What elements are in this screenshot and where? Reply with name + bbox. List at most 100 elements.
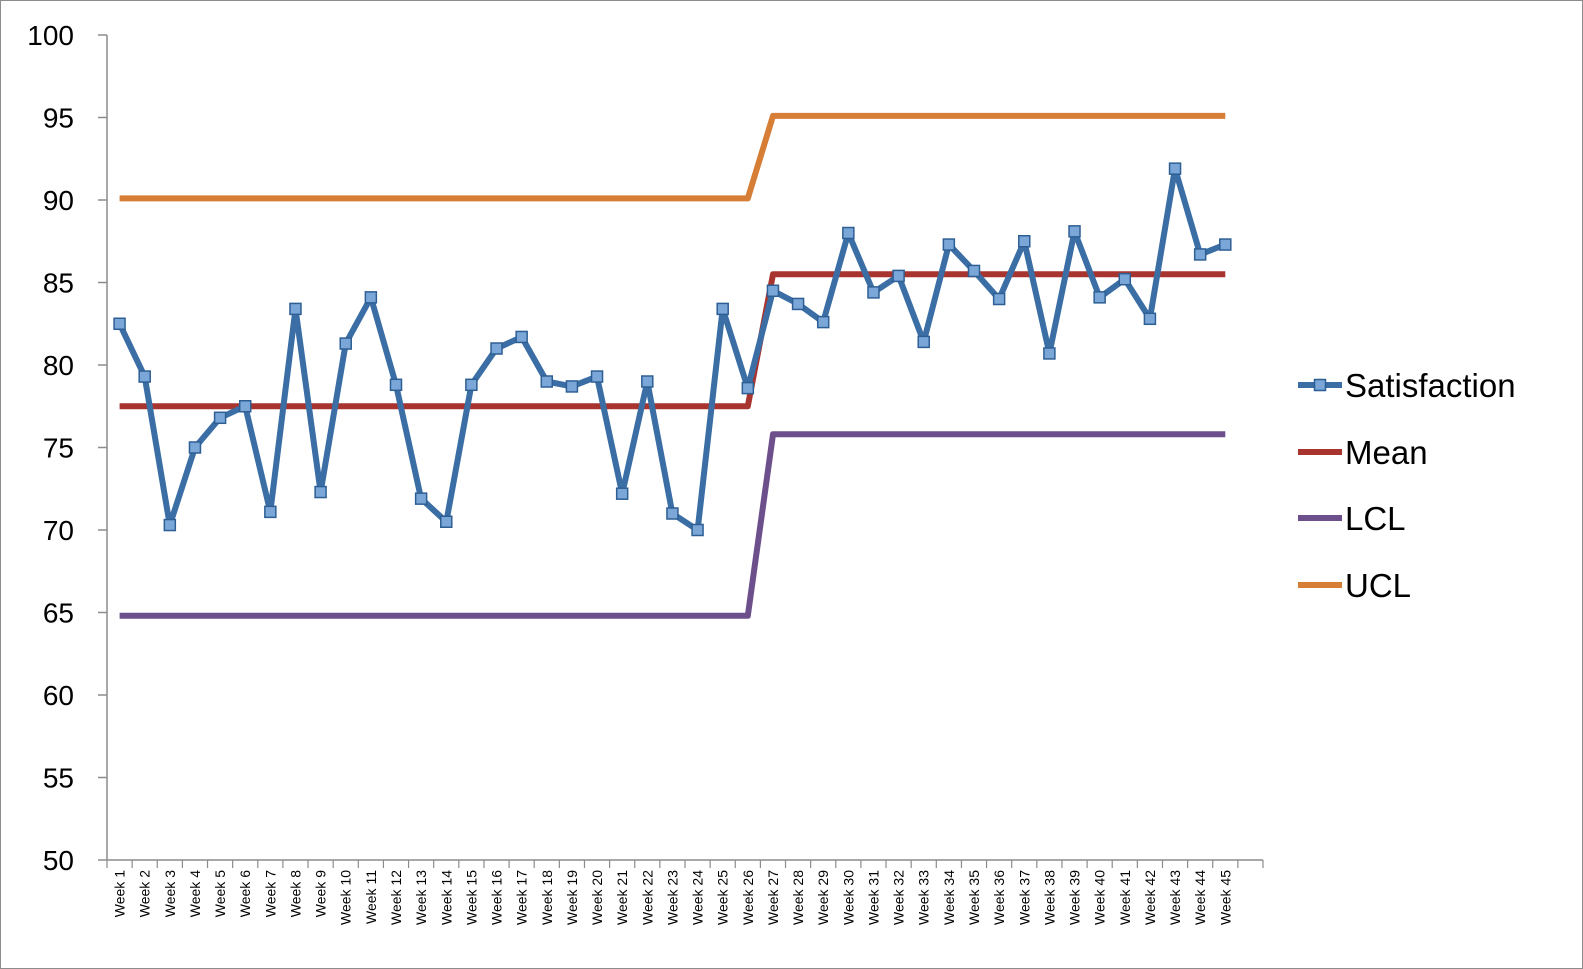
x-tick-label: Week 1: [112, 870, 128, 917]
data-point-satisfaction: [314, 485, 327, 499]
x-tick-label: Week 42: [1142, 870, 1158, 925]
data-point-satisfaction: [766, 284, 780, 297]
data-point-satisfaction: [1093, 291, 1106, 304]
y-tick-label: 55: [43, 763, 74, 794]
x-tick-label: Week 13: [413, 870, 429, 925]
y-tick-label: 50: [43, 845, 74, 876]
data-point-satisfaction: [590, 370, 604, 383]
data-point-satisfaction: [791, 297, 805, 311]
x-tick-label: Week 29: [815, 870, 831, 925]
x-tick-label: Week 7: [262, 870, 278, 917]
data-point-satisfaction: [892, 269, 905, 283]
x-tick-label: Week 15: [463, 870, 479, 925]
data-point-satisfaction: [1219, 238, 1232, 251]
data-point-satisfaction: [666, 507, 679, 520]
x-tick-label: Week 37: [1016, 870, 1032, 925]
legend: Satisfaction Mean LCL UCL: [1298, 367, 1516, 604]
legend-label-ucl: UCL: [1345, 567, 1411, 604]
x-tick-label: Week 45: [1217, 870, 1233, 925]
y-tick-label: 60: [43, 680, 74, 711]
data-point-satisfaction: [842, 226, 855, 240]
y-tick-label: 85: [43, 268, 74, 299]
data-point-satisfaction: [138, 370, 151, 383]
x-tick-label: Week 27: [765, 870, 781, 925]
series-layer: [113, 112, 1232, 619]
data-point-satisfaction: [1143, 312, 1157, 326]
data-point-satisfaction: [615, 487, 629, 500]
data-point-satisfaction: [1168, 162, 1182, 175]
x-tick-label: Week 2: [137, 870, 153, 917]
x-tick-label: Week 30: [840, 870, 856, 925]
legend-label-satisfaction: Satisfaction: [1345, 367, 1516, 404]
x-tick-label: Week 25: [715, 870, 731, 925]
x-tick-label: Week 6: [237, 870, 253, 917]
x-tick-label: Week 20: [589, 870, 605, 925]
x-tick-label: Week 12: [388, 870, 404, 925]
data-point-satisfaction: [741, 381, 755, 395]
axes: [98, 34, 1264, 868]
series-line-satisfaction: [116, 165, 1227, 533]
data-point-satisfaction: [264, 505, 277, 519]
data-point-satisfaction: [414, 492, 428, 505]
x-tick-label: Week 38: [1041, 870, 1057, 925]
y-tick-label: 65: [43, 598, 74, 629]
data-point-satisfaction: [188, 441, 202, 454]
data-point-satisfaction: [641, 375, 654, 388]
series-line-lcl: [119, 431, 1226, 619]
x-tick-labels: Week 1 Week 2 Week 3 Week 4 Week 5 Week 6 Week…: [112, 870, 1234, 925]
x-tick-label: Week 11: [363, 870, 379, 924]
x-tick-label: Week 23: [664, 870, 680, 925]
x-tick-label: Week 5: [212, 870, 228, 917]
y-tick-label: 80: [43, 350, 74, 381]
x-tick-label: Week 32: [891, 870, 907, 925]
x-tick-label: Week 8: [287, 870, 303, 917]
y-tick-label: 95: [43, 103, 74, 134]
legend-label-lcl: LCL: [1345, 500, 1406, 537]
data-point-satisfaction: [465, 378, 478, 392]
x-tick-label: Week 9: [313, 870, 329, 917]
x-tick-label: Week 26: [740, 870, 756, 925]
x-tick-label: Week 44: [1192, 870, 1208, 925]
data-point-satisfaction: [490, 342, 503, 355]
x-tick-label: Week 14: [438, 870, 454, 925]
data-point-satisfaction: [917, 335, 930, 349]
data-point-satisfaction: [540, 375, 554, 388]
x-tick-label: Week 40: [1092, 870, 1108, 925]
x-tick-label: Week 18: [539, 870, 555, 925]
data-point-satisfaction: [942, 238, 956, 251]
x-tick-label: Week 39: [1067, 870, 1083, 925]
x-tick-label: Week 31: [865, 870, 881, 925]
x-tick-label: Week 4: [187, 870, 203, 917]
data-point-satisfaction: [113, 317, 126, 330]
x-tick-label: Week 34: [941, 870, 957, 925]
x-tick-label: Week 3: [162, 870, 178, 917]
data-point-satisfaction: [816, 315, 830, 329]
x-tick-label: Week 24: [690, 870, 706, 925]
data-point-satisfaction: [163, 518, 177, 532]
data-point-satisfaction: [691, 523, 704, 537]
y-tick-label: 70: [43, 515, 74, 546]
data-point-satisfaction: [1193, 248, 1207, 261]
data-point-satisfaction: [1043, 347, 1056, 360]
series-line-mean: [119, 271, 1226, 410]
data-point-satisfaction: [339, 337, 352, 350]
x-tick-label: Week 21: [614, 870, 630, 925]
x-tick-label: Week 36: [991, 870, 1007, 925]
x-tick-label: Week 41: [1117, 870, 1133, 925]
y-tick-label: 100: [27, 20, 74, 51]
x-tick-label: Week 17: [514, 870, 530, 925]
data-point-satisfaction: [389, 378, 403, 392]
data-point-satisfaction: [1068, 225, 1081, 238]
x-tick-label: Week 33: [916, 870, 932, 925]
y-tick-labels: 50 55 60 65 70 75 80 85 90 95 100: [27, 20, 74, 876]
x-tick-label: Week 28: [790, 870, 806, 925]
data-point-satisfaction: [867, 286, 880, 299]
data-point-satisfaction: [238, 400, 252, 413]
y-tick-label: 90: [43, 185, 74, 216]
data-point-satisfaction: [992, 292, 1006, 306]
x-tick-label: Week 16: [489, 870, 505, 925]
data-point-satisfaction: [1018, 235, 1031, 248]
x-tick-label: Week 19: [564, 870, 580, 925]
data-point-satisfaction: [967, 264, 981, 278]
